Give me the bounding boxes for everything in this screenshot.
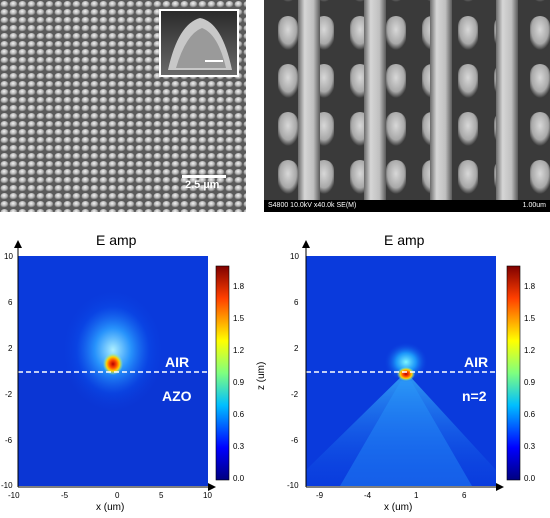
plot-2-x-tick: 6	[462, 491, 467, 500]
plot-1-material-label: AZO	[162, 388, 192, 404]
plot-1-y-tick: 6	[8, 298, 13, 307]
plot-1-y-tick: -6	[5, 436, 13, 445]
plot-1-field-map	[18, 256, 208, 486]
plot-1-colorbar-tick: 1.2	[233, 346, 245, 355]
plot-2-field-map	[306, 256, 496, 486]
plot-2-y-tick: 2	[294, 344, 299, 353]
sem-image-pillar-grating: S4800 10.0kV x40.0k SE(M) 1.00um	[264, 0, 550, 212]
plot-2-colorbar	[506, 265, 521, 481]
plot-1-x-tick: 5	[159, 491, 164, 500]
plot-1-x-tick: -5	[61, 491, 69, 500]
plot-1-colorbar-tick: 0.9	[233, 378, 245, 387]
plot-2-x-tick: 1	[414, 491, 419, 500]
plot-2-colorbar-tick: 1.5	[524, 314, 536, 323]
plot-2-y-tick: 10	[290, 252, 299, 261]
plot-1-title: E amp	[96, 232, 137, 248]
plot-1-colorbar	[215, 265, 230, 481]
plot-2-y-tick: 6	[294, 298, 299, 307]
plot-1-air-label: AIR	[165, 354, 190, 370]
plot-2-colorbar-tick: 1.2	[524, 346, 536, 355]
plot-1-colorbar-tick: 0.0	[233, 474, 245, 483]
plot-2-x-tick: -4	[364, 491, 372, 500]
scale-bar	[182, 175, 226, 178]
plot-2-air-label: AIR	[464, 354, 489, 370]
plot-2-colorbar-tick: 0.0	[524, 474, 536, 483]
plot-1-x-tick: 10	[203, 491, 212, 500]
plot-1-colorbar-tick: 0.3	[233, 442, 245, 451]
plot-1-y-tick: -10	[1, 481, 13, 490]
sem-info-bar: S4800 10.0kV x40.0k SE(M) 1.00um	[264, 200, 550, 212]
sem-info-text: S4800 10.0kV x40.0k SE(M)	[268, 202, 357, 209]
plot-1-colorbar-tick: 1.8	[233, 282, 245, 291]
plot-2-colorbar-tick: 0.3	[524, 442, 536, 451]
plot-1-y-tick: -2	[5, 390, 13, 399]
plot-2-y-axis-label: z (um)	[256, 361, 267, 390]
plot-1-x-tick: 0	[115, 491, 120, 500]
plot-2-material-label: n=2	[462, 388, 487, 404]
sem-image-dome-array: 2.5 µm	[0, 0, 246, 212]
plot-1-colorbar-tick: 0.6	[233, 410, 245, 419]
plot-2-x-axis-label: x (um)	[384, 502, 413, 513]
plot-2-y-tick: -6	[291, 436, 299, 445]
plot-2-title: E amp	[384, 232, 425, 248]
dome-array-texture	[0, 0, 246, 212]
plot-2-y-tick: -2	[291, 390, 299, 399]
pillar-grating-texture	[264, 0, 550, 200]
scale-bar-label: 2.5 µm	[185, 179, 220, 191]
plot-1-y-tick: 10	[4, 252, 13, 261]
plot-1-x-axis-label: x (um)	[96, 502, 125, 513]
plot-1-colorbar-tick: 1.5	[233, 314, 245, 323]
plot-1-x-tick: -10	[8, 491, 20, 500]
plot-2-colorbar-tick: 0.9	[524, 378, 536, 387]
plot-2-colorbar-tick: 0.6	[524, 410, 536, 419]
plot-2-colorbar-tick: 1.8	[524, 282, 536, 291]
sem-scale-text: 1.00um	[522, 202, 546, 209]
plot-2-x-tick: -9	[316, 491, 324, 500]
plot-1-y-tick: 2	[8, 344, 13, 353]
plot-2-y-tick: -10	[287, 481, 299, 490]
